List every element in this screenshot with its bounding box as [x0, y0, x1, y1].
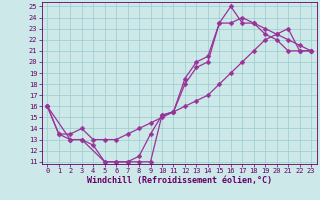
- X-axis label: Windchill (Refroidissement éolien,°C): Windchill (Refroidissement éolien,°C): [87, 176, 272, 185]
